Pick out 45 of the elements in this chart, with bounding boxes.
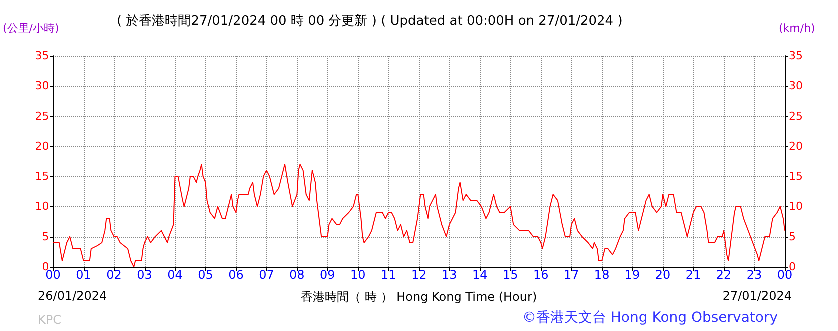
x-tick-label: 23 — [746, 268, 762, 282]
x-tick-label: 13 — [442, 268, 458, 282]
x-tick-label: 16 — [533, 268, 549, 282]
y2-tick-label: 25 — [789, 110, 803, 123]
y-tick-label: 35 — [35, 50, 50, 62]
y-axis-title: (公里/小時) — [2, 22, 60, 35]
x-tick-label: 19 — [624, 268, 640, 282]
y-tick-label: 10 — [35, 200, 50, 214]
y-tick-label: 25 — [35, 110, 50, 123]
x-tick-label: 01 — [76, 268, 92, 282]
y2-tick-label: 15 — [789, 170, 803, 184]
x-tick-label: 07 — [259, 268, 274, 282]
x-tick-label: 05 — [198, 268, 214, 282]
x-tick-label: 02 — [106, 268, 122, 282]
x-tick-label: 12 — [412, 268, 427, 282]
y-tick-label: 15 — [35, 170, 50, 184]
x-tick-label: 22 — [716, 268, 732, 282]
text: ©香港天文台 Hong Kong Observatory — [522, 310, 778, 326]
y-tick-label: 30 — [35, 80, 50, 93]
y-tick-label: 5 — [42, 230, 50, 244]
y2-tick-label: 5 — [789, 230, 796, 244]
y2-tick-label: 30 — [789, 80, 803, 93]
x-tick-label: 14 — [472, 268, 488, 282]
x-tick-label: 03 — [137, 268, 152, 282]
x-tick-label: 09 — [320, 268, 336, 282]
y2-tick-label: 35 — [789, 50, 803, 62]
x-tick-label: 11 — [381, 268, 396, 282]
y-tick-label: 20 — [35, 140, 50, 153]
y2-axis-title: (km/h) — [779, 22, 816, 35]
x-tick-label: 06 — [228, 268, 244, 282]
x-tick-label: 18 — [594, 268, 610, 282]
x-tick-label: 10 — [350, 268, 366, 282]
x-tick-label: 20 — [655, 268, 671, 282]
text: KPC — [38, 313, 62, 327]
text: 26/01/2024 — [38, 289, 108, 303]
chart-title: ( 於香港時間27/01/2024 00 時 00 分更新 ) ( Updated at 00:00H on 27/01/2024 ) — [117, 14, 623, 29]
x-tick-label: 17 — [564, 268, 580, 282]
text: 27/01/2024 — [722, 289, 792, 303]
x-tick-label: 21 — [686, 268, 702, 282]
x-tick-label: 15 — [502, 268, 518, 282]
x-tick-label: 04 — [168, 268, 183, 282]
x-axis-title: 香港時間（ 時 ） Hong Kong Time (Hour) — [301, 290, 538, 304]
y2-tick-label: 10 — [789, 200, 803, 214]
y2-tick-label: 20 — [789, 140, 803, 153]
x-tick-label: 08 — [290, 268, 305, 282]
